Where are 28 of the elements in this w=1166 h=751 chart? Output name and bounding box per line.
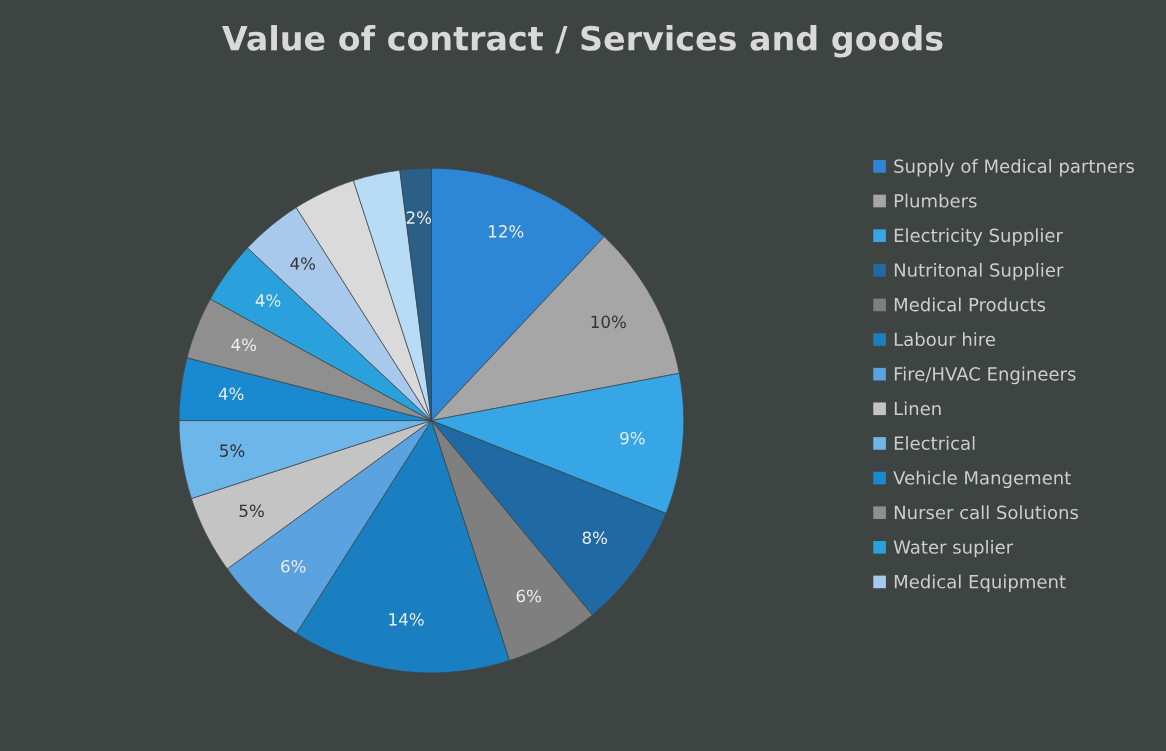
chart-title: Value of contract / Services and goods: [222, 25, 943, 58]
legend-label: Water suplier: [893, 539, 1014, 558]
data-label: 12%: [489, 225, 524, 238]
legend-label: Supply of Medical partners: [894, 159, 1134, 177]
data-label: 6%: [516, 589, 541, 603]
data-label: 8%: [582, 531, 608, 545]
data-label: 5%: [239, 504, 264, 518]
legend-label: Medical Equipment: [894, 574, 1066, 592]
legend-label: Nurser call Solutions: [894, 505, 1079, 520]
legend-label: Vehicle Mangement: [893, 470, 1071, 489]
legend-label: Electricity Supplier: [894, 228, 1063, 246]
data-label: 6%: [281, 559, 306, 573]
legend-label: Medical Products: [894, 297, 1046, 312]
data-label: 4%: [290, 257, 316, 270]
data-label: 9%: [620, 431, 645, 445]
legend-label: Linen: [894, 401, 941, 416]
data-label: 4%: [218, 387, 244, 401]
data-label: 4%: [231, 338, 257, 352]
legend-label: Fire/HVAC Engineers: [894, 366, 1076, 385]
data-label: 5%: [220, 444, 245, 457]
legend-label: Electrical: [894, 436, 975, 450]
data-label: 10%: [591, 315, 626, 329]
data-label: 4%: [255, 294, 281, 307]
data-label: 14%: [389, 613, 424, 626]
legend-label: Plumbers: [894, 193, 977, 208]
data-label: 2%: [406, 211, 432, 224]
legend-label: Labour hire: [894, 332, 995, 347]
legend-label: Nutritonal Supplier: [894, 262, 1064, 281]
